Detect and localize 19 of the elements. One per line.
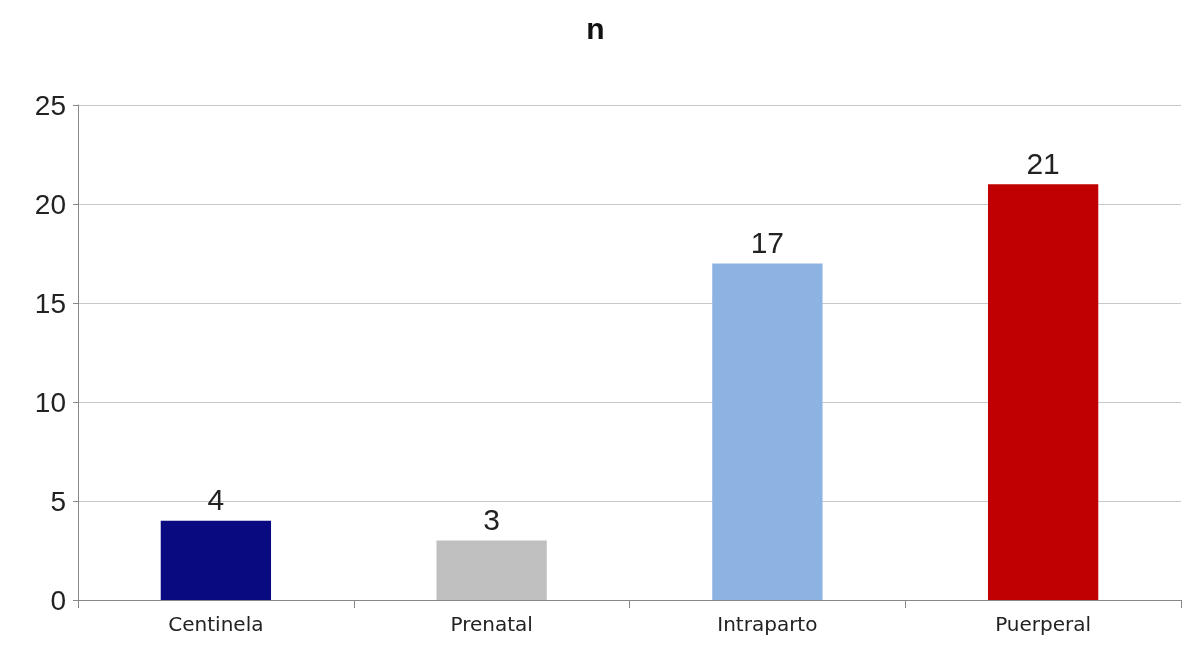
y-tick-label: 0 bbox=[50, 584, 66, 616]
x-tick-label: Puerperal bbox=[995, 612, 1092, 636]
x-tick-label: Prenatal bbox=[450, 612, 533, 636]
y-tick-label: 20 bbox=[34, 188, 66, 220]
data-label: 21 bbox=[1026, 146, 1060, 180]
chart-title: n bbox=[586, 11, 605, 45]
y-tick-label: 10 bbox=[34, 386, 66, 418]
x-tick-label: Centinela bbox=[168, 612, 264, 636]
bar bbox=[987, 184, 1099, 600]
data-label: 17 bbox=[750, 225, 785, 259]
data-label: 4 bbox=[207, 483, 225, 517]
y-tick-label: 15 bbox=[34, 287, 66, 319]
bar bbox=[160, 520, 272, 600]
bar bbox=[712, 263, 823, 600]
bar bbox=[436, 540, 547, 600]
y-tick-label: 25 bbox=[34, 89, 66, 121]
data-label: 3 bbox=[483, 503, 500, 537]
y-tick-label: 5 bbox=[50, 485, 66, 517]
x-tick-label: Intraparto bbox=[717, 612, 818, 636]
